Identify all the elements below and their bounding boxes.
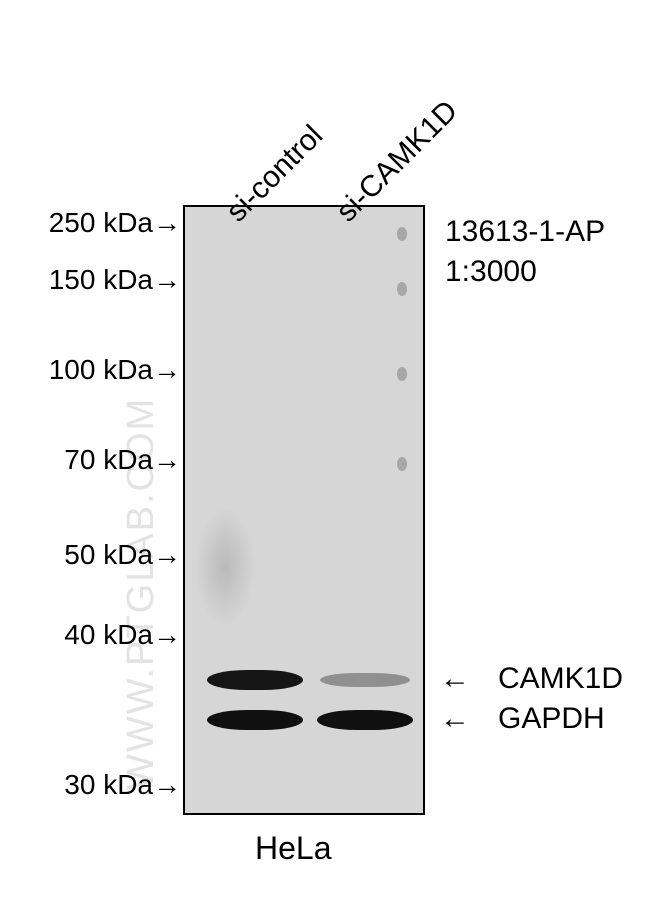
antibody-dilution: 1:3000 (445, 255, 537, 289)
ladder-mark (397, 367, 407, 381)
band-3 (317, 710, 413, 730)
band-2 (207, 710, 303, 730)
mw-label-4: 50 kDa→ (64, 539, 181, 571)
blot-smudge (195, 507, 255, 627)
ladder-mark (397, 457, 407, 471)
ladder-mark (397, 227, 407, 241)
band-1 (320, 673, 410, 687)
band-label-camk1d: CAMK1D (498, 662, 623, 696)
ladder-mark (397, 282, 407, 296)
cell-line-label: HeLa (255, 830, 332, 867)
mw-label-6: 30 kDa→ (64, 769, 181, 801)
band-arrow-0: ← (440, 662, 470, 696)
mw-label-1: 150 kDa→ (49, 264, 181, 296)
figure-container: WWW.PTGLAB.COM si-controlsi-CAMK1D 250 k… (0, 0, 659, 903)
mw-label-2: 100 kDa→ (49, 354, 181, 386)
mw-label-5: 40 kDa→ (64, 619, 181, 651)
antibody-catalog: 13613-1-AP (445, 215, 605, 249)
band-0 (207, 670, 303, 690)
mw-label-0: 250 kDa→ (49, 207, 181, 239)
mw-label-3: 70 kDa→ (64, 444, 181, 476)
band-label-gapdh: GAPDH (498, 702, 605, 736)
band-arrow-1: ← (440, 702, 470, 736)
